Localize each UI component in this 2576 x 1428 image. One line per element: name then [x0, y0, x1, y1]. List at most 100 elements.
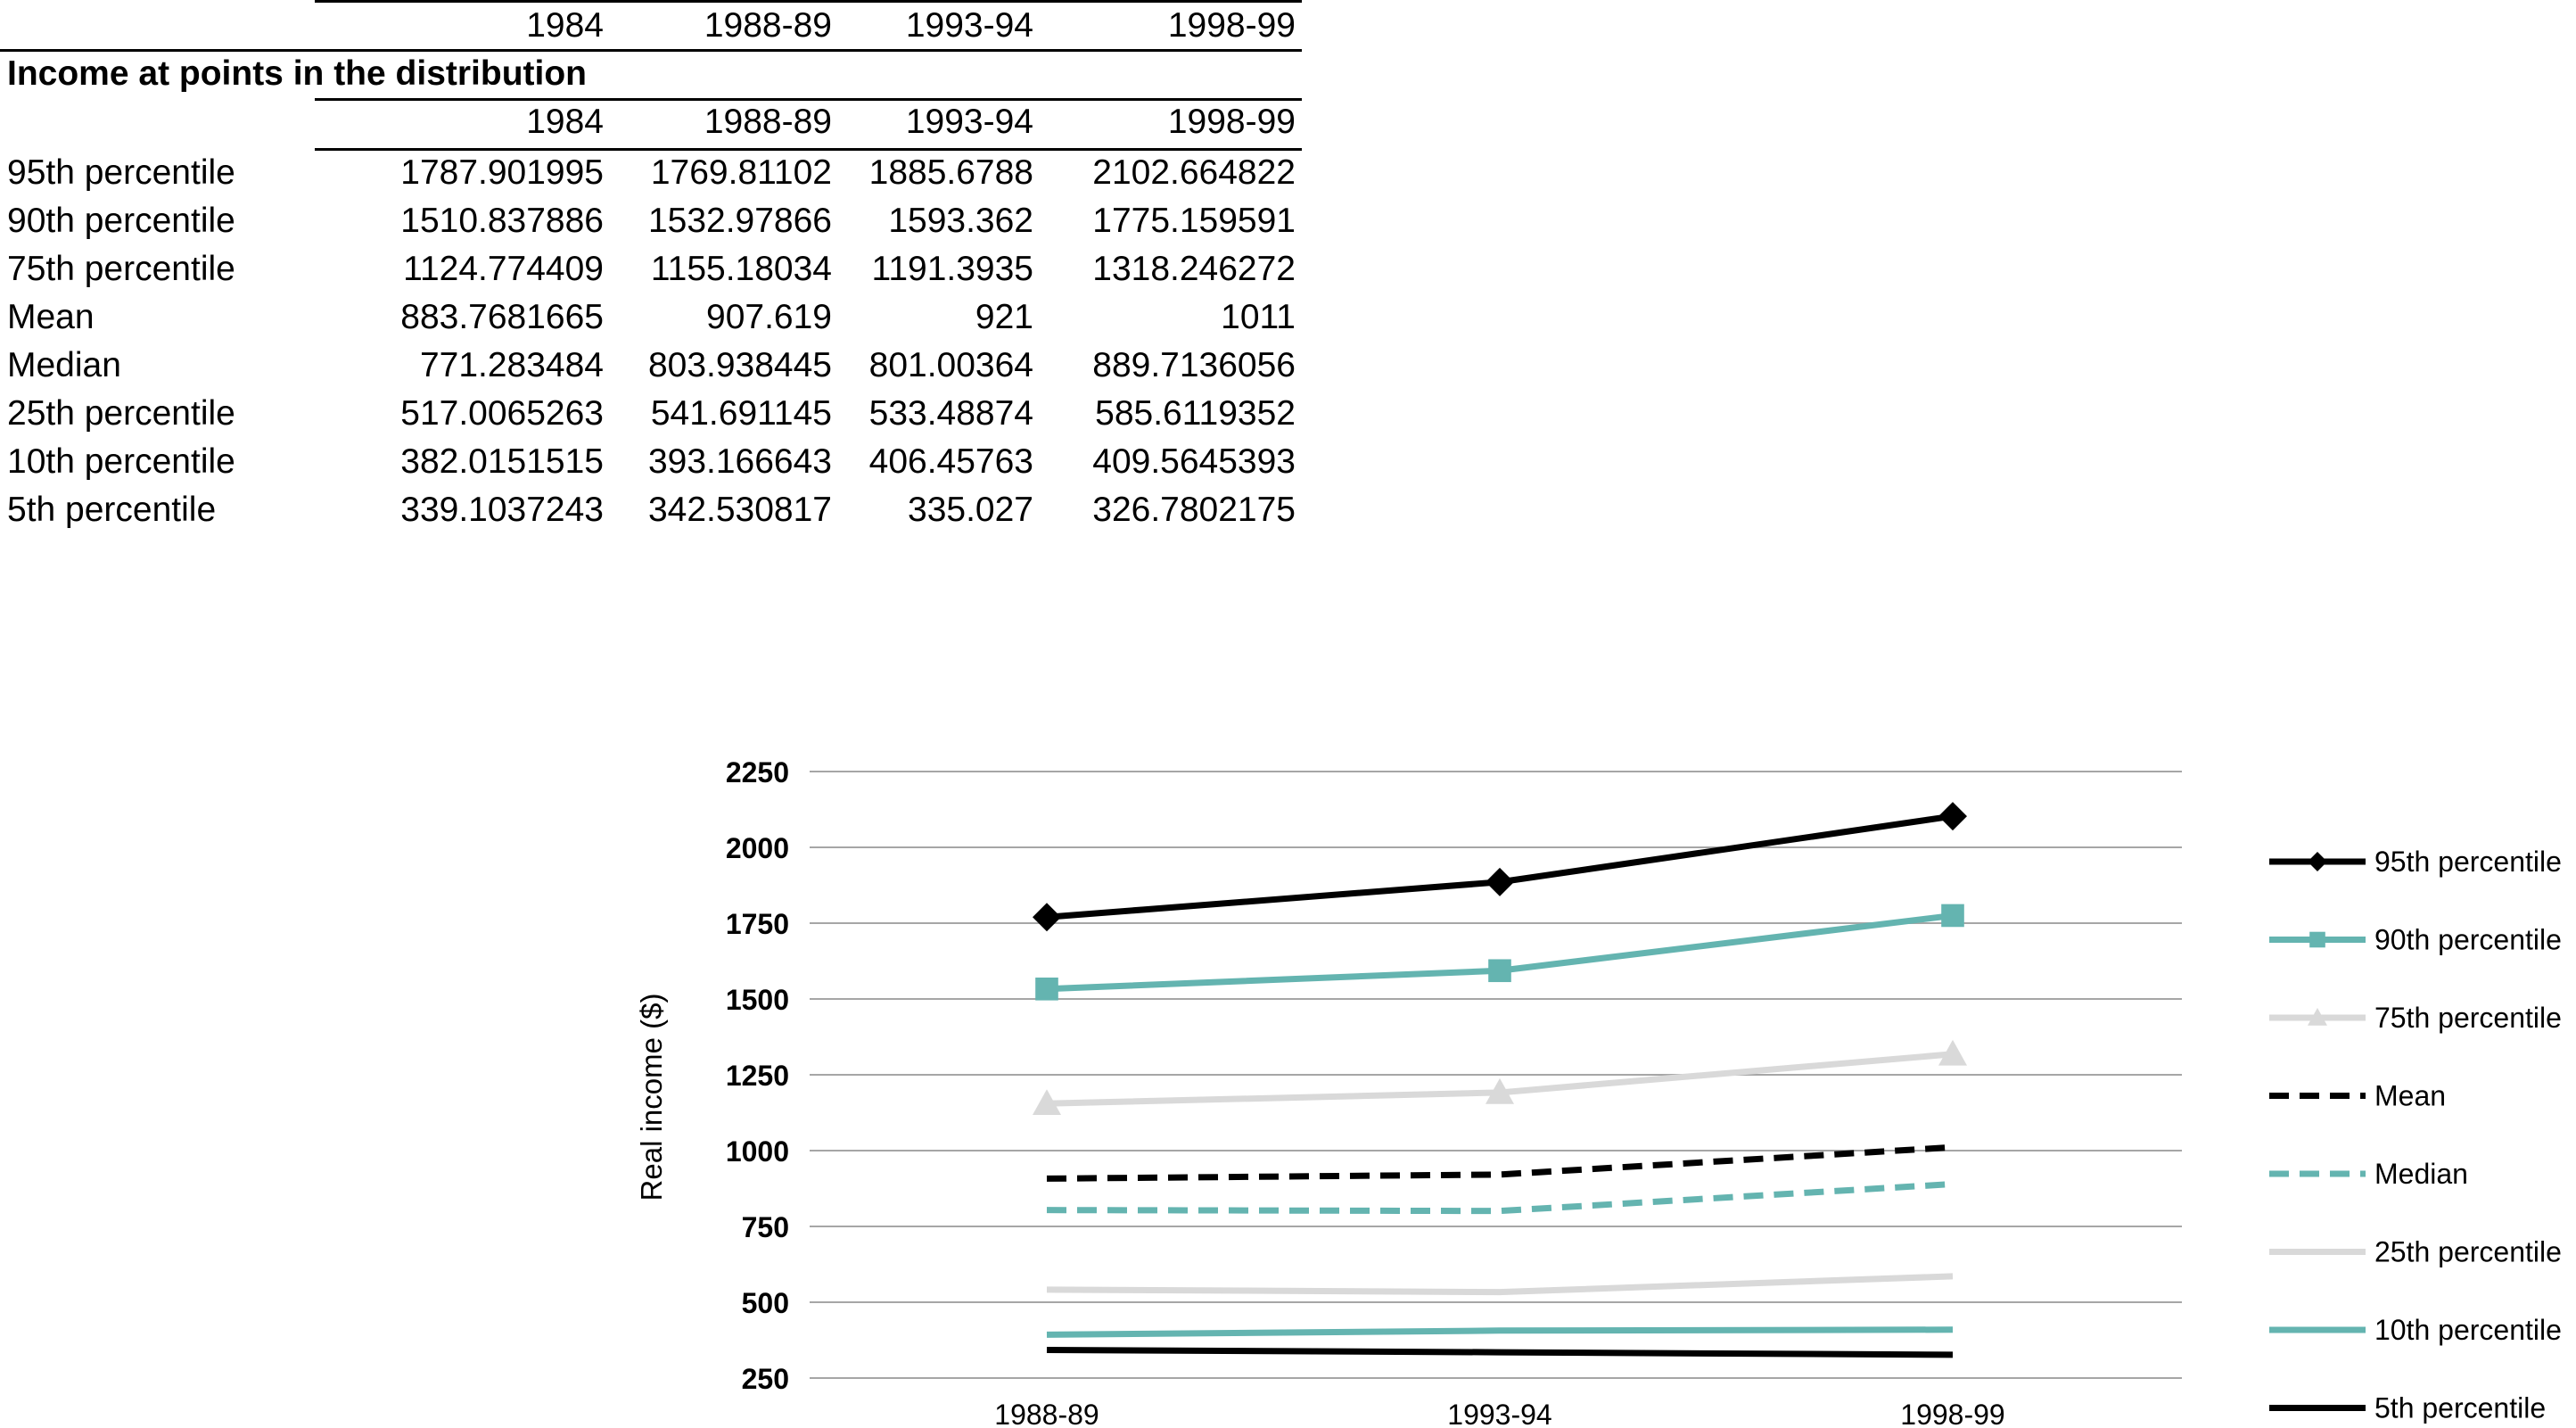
section-title: Income at points in the distribution	[7, 54, 587, 93]
y-tick-label: 750	[742, 1211, 789, 1243]
legend-label: Median	[2374, 1158, 2468, 1190]
row-label: Mean	[7, 298, 95, 336]
subheader-topline	[315, 98, 1302, 101]
table-cell: 339.1037243	[400, 491, 604, 529]
data-point-marker	[1941, 904, 1964, 928]
series-line	[1046, 1347, 1954, 1358]
header-year-3: 1993-94	[905, 6, 1033, 45]
row-label: Median	[7, 346, 121, 384]
table-cell: 1155.18034	[650, 250, 832, 288]
subheader-row: 1984 1988-89 1993-94 1998-99	[0, 98, 1302, 146]
x-tick-label: 1988-89	[994, 1399, 1099, 1428]
table-cell: 1011	[1221, 298, 1296, 336]
legend-marker	[2308, 1008, 2327, 1026]
y-tick-label: 1250	[726, 1060, 789, 1092]
legend-label: 95th percentile	[2374, 846, 2562, 878]
table-cell: 541.691145	[650, 394, 832, 433]
data-point-marker	[1938, 1039, 1967, 1066]
table-row: 25th percentile 517.0065263 541.691145 5…	[0, 390, 1302, 438]
y-tick-label: 1500	[726, 984, 789, 1016]
x-axis-ticks: 1988-89 1993-94 1998-99	[994, 1399, 2004, 1428]
table-cell: 801.00364	[868, 346, 1033, 384]
y-tick-label: 1000	[726, 1135, 789, 1168]
y-tick-label: 250	[742, 1363, 789, 1395]
table-cell: 883.7681665	[400, 298, 604, 336]
table-cell: 921	[975, 298, 1033, 336]
table-cell: 382.0151515	[400, 442, 604, 481]
table-cell: 1124.774409	[403, 250, 604, 288]
table-cell: 2102.664822	[1092, 153, 1296, 192]
data-point-marker	[1486, 1077, 1514, 1104]
series-line	[1046, 1143, 1954, 1182]
subheader-year-3: 1993-94	[905, 103, 1033, 141]
header-row: 1984 1988-89 1993-94 1998-99	[0, 2, 1302, 50]
table-cell: 406.45763	[868, 442, 1033, 481]
data-point-marker	[1486, 867, 1514, 896]
series-line	[1046, 1273, 1954, 1296]
legend: 95th percentile 90th percentile 75th perce…	[2269, 846, 2562, 1424]
legend-label: Mean	[2374, 1080, 2446, 1112]
header-year-2: 1988-89	[704, 6, 832, 45]
row-label: 95th percentile	[7, 153, 235, 192]
table-cell: 1191.3935	[871, 250, 1033, 288]
table-row: 5th percentile 339.1037243 342.530817 33…	[0, 486, 1302, 534]
table-cell: 585.6119352	[1095, 394, 1296, 433]
data-point-marker	[1938, 802, 1967, 831]
section-title-row: Income at points in the distribution	[0, 50, 1302, 98]
legend-label: 10th percentile	[2374, 1314, 2562, 1346]
table-cell: 771.283484	[419, 346, 604, 384]
table-row: Median 771.283484 803.938445 801.00364 8…	[0, 342, 1302, 390]
table-row: 95th percentile 1787.901995 1769.81102 1…	[0, 149, 1302, 197]
table-cell: 907.619	[706, 298, 832, 336]
table-cell: 1769.81102	[650, 153, 832, 192]
table-cell: 1593.362	[888, 202, 1033, 240]
data-point-marker	[1488, 959, 1511, 983]
data-point-marker	[1033, 1089, 1061, 1116]
header-year-1: 1984	[526, 6, 604, 45]
row-label: 25th percentile	[7, 394, 235, 433]
y-tick-label: 500	[742, 1287, 789, 1319]
y-tick-label: 1750	[726, 908, 789, 940]
series-lines	[1033, 802, 1967, 1358]
series-line	[1046, 1181, 1954, 1215]
x-tick-label: 1993-94	[1447, 1399, 1551, 1428]
table-cell: 1775.159591	[1092, 202, 1296, 240]
table-cell: 533.48874	[868, 394, 1033, 433]
row-label: 5th percentile	[7, 491, 217, 529]
legend-label: 75th percentile	[2374, 1002, 2562, 1034]
table-cell: 326.7802175	[1092, 491, 1296, 529]
table-row: 10th percentile 382.0151515 393.166643 4…	[0, 438, 1302, 486]
table-cell: 342.530817	[647, 491, 832, 529]
series-line	[1046, 1326, 1954, 1338]
table-cell: 1318.246272	[1092, 250, 1296, 288]
subheader-year-4: 1998-99	[1167, 103, 1296, 141]
y-tick-label: 2250	[726, 756, 789, 788]
table-cell: 409.5645393	[1092, 442, 1296, 481]
y-axis-ticks: 250 500 750 1000 1250 1500 1750 2000 2250	[726, 756, 789, 1395]
header-year-4: 1998-99	[1167, 6, 1296, 45]
top-border-line	[315, 0, 1302, 3]
subheader-underline	[315, 148, 1302, 151]
table-row: 90th percentile 1510.837886 1532.97866 1…	[0, 197, 1302, 245]
legend-label: 25th percentile	[2374, 1236, 2562, 1268]
legend-marker	[2309, 931, 2325, 948]
legend-label: 5th percentile	[2374, 1392, 2546, 1424]
subheader-year-1: 1984	[526, 103, 604, 141]
table-cell: 335.027	[908, 491, 1033, 529]
y-axis-label: Real income ($)	[635, 994, 668, 1201]
legend-label: 90th percentile	[2374, 924, 2562, 956]
subheader-year-2: 1988-89	[704, 103, 832, 141]
y-tick-label: 2000	[726, 832, 789, 864]
row-label: 90th percentile	[7, 202, 235, 240]
row-label: 10th percentile	[7, 442, 235, 481]
table-cell: 1510.837886	[400, 202, 604, 240]
table-cell: 1532.97866	[647, 202, 832, 240]
data-point-marker	[1033, 903, 1061, 932]
table-cell: 393.166643	[647, 442, 832, 481]
data-point-marker	[1035, 977, 1058, 1001]
table-cell: 1787.901995	[400, 153, 604, 192]
row-label: 75th percentile	[7, 250, 235, 288]
table-row: 75th percentile 1124.774409 1155.18034 1…	[0, 245, 1302, 293]
table-cell: 889.7136056	[1092, 346, 1296, 384]
